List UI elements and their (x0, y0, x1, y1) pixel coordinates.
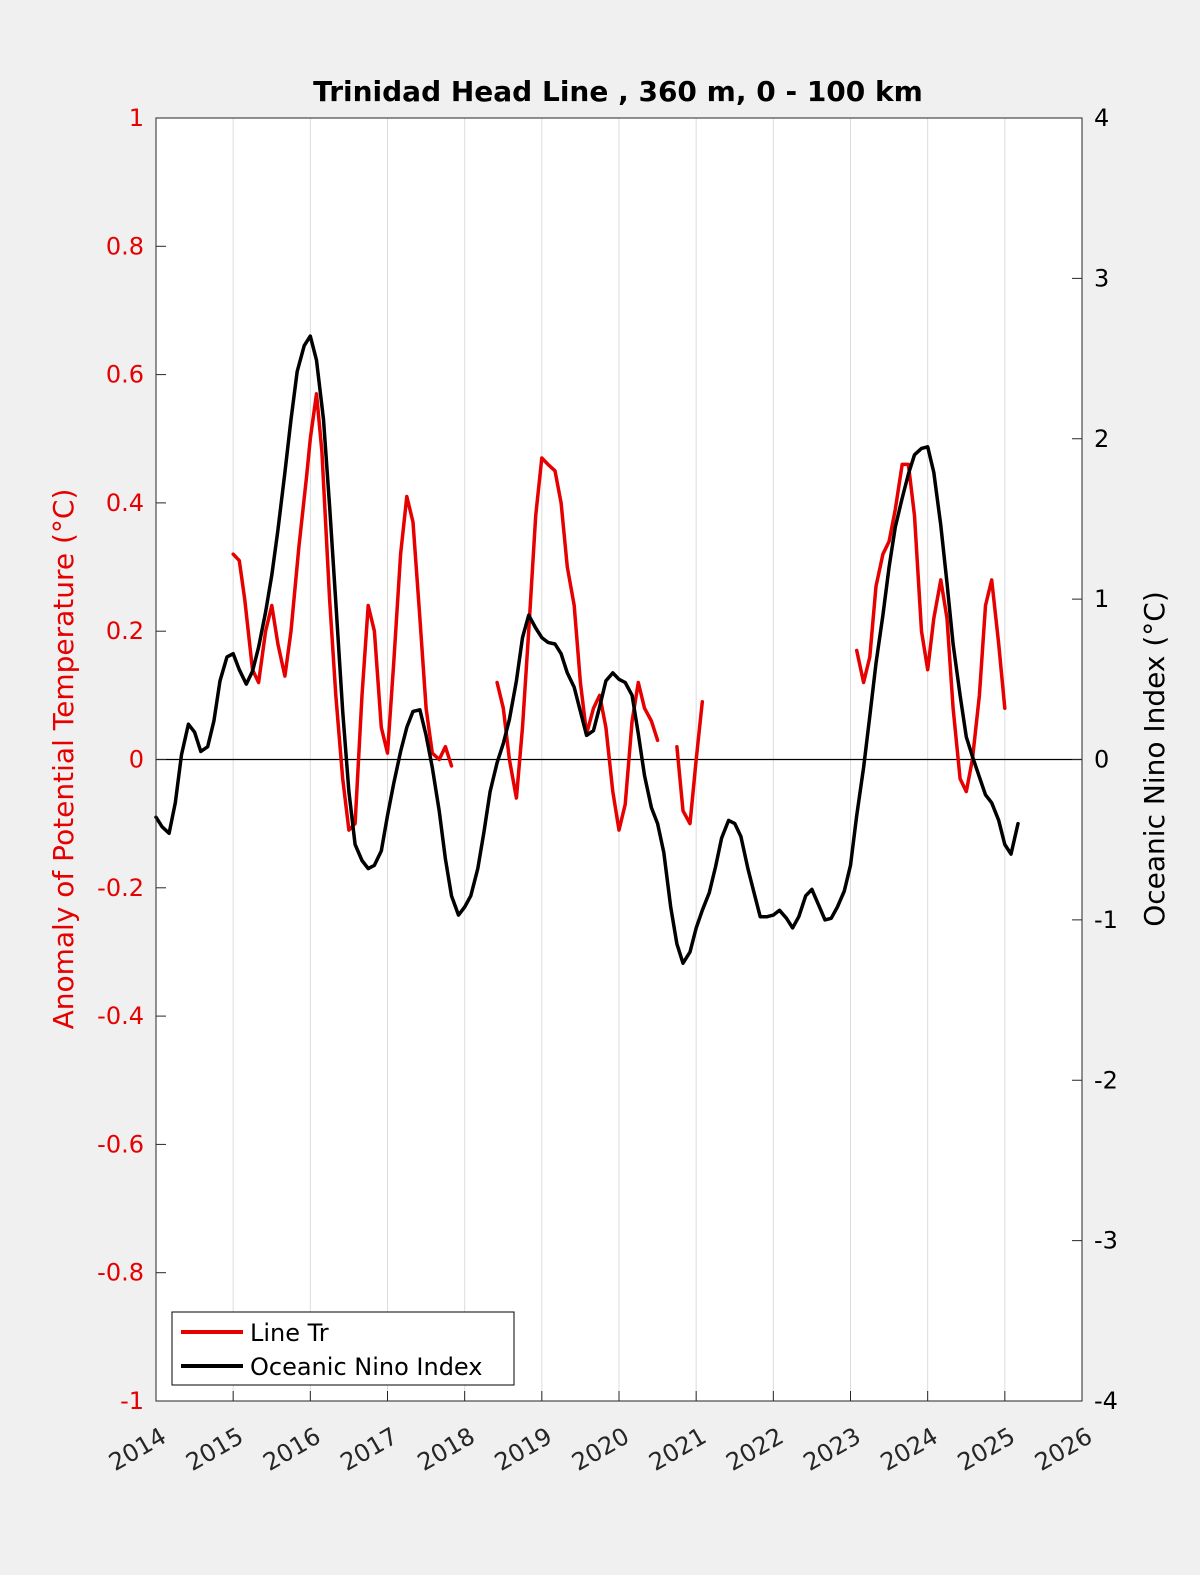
x-tick-label: 2015 (181, 1422, 248, 1477)
left-y-tick-label: 0.6 (106, 361, 144, 389)
left-y-tick-label: 0.2 (106, 617, 144, 645)
left-y-tick-label: -1 (120, 1387, 144, 1415)
right-y-tick-label: -2 (1094, 1066, 1118, 1094)
left-y-tick-label: 1 (129, 104, 144, 132)
x-tick-label: 2016 (258, 1422, 325, 1477)
left-y-axis-label: Anomaly of Potential Temperature (°C) (47, 489, 80, 1030)
x-axis: 2014 2015 2016 2017 2018 2019 2020 2021 2022 2023… (104, 1391, 1097, 1477)
x-tick-label: 2024 (876, 1422, 943, 1477)
right-y-axis-label: Oceanic Nino Index (°C) (1138, 591, 1171, 927)
left-y-tick-label: 0.8 (106, 232, 144, 260)
right-y-tick-label: -3 (1094, 1227, 1118, 1255)
legend-box (171, 1311, 515, 1386)
x-tick-label: 2019 (490, 1422, 557, 1477)
legend: Line Tr Oceanic Nino Index (171, 1311, 515, 1386)
left-y-tick-label: 0 (129, 746, 144, 774)
left-y-tick-label: 0.4 (106, 489, 144, 517)
right-y-tick-label: -4 (1094, 1387, 1118, 1415)
right-y-tick-label: 4 (1094, 104, 1109, 132)
series-lines (154, 334, 1020, 965)
right-y-tick-label: 2 (1094, 425, 1109, 453)
left-y-axis: 1 0.8 0.6 0.4 0.2 0 -0.2 -0.4 -0.6 -0.8 -1 (97, 104, 166, 1415)
right-y-tick-label: 0 (1094, 746, 1109, 774)
left-y-tick-label: -0.4 (97, 1002, 144, 1030)
left-y-tick-label: -0.8 (97, 1259, 144, 1287)
x-tick-label: 2014 (104, 1422, 171, 1477)
left-y-tick-label: -0.2 (97, 874, 144, 902)
legend-label-oni: Oceanic Nino Index (250, 1353, 482, 1381)
right-y-tick-label: 3 (1094, 264, 1109, 292)
right-y-tick-label: -1 (1094, 906, 1118, 934)
x-tick-label: 2020 (567, 1422, 634, 1477)
series-line-line-tr (495, 456, 660, 832)
x-tick-label: 2017 (336, 1422, 403, 1477)
series-line-line-tr (231, 392, 454, 832)
series-line-line-tr (854, 462, 1007, 794)
x-tick-label: 2022 (721, 1422, 788, 1477)
x-tick-label: 2025 (953, 1422, 1020, 1477)
x-tick-label: 2021 (644, 1422, 711, 1477)
x-tick-label: 2018 (413, 1422, 480, 1477)
right-y-tick-label: 1 (1094, 585, 1109, 613)
right-y-axis: 4 3 2 1 0 -1 -2 -3 -4 (1072, 104, 1118, 1415)
legend-label-line-tr: Line Tr (250, 1319, 329, 1347)
left-y-tick-label: -0.6 (97, 1130, 144, 1158)
series-line-oceanic-nino-index (154, 334, 1020, 965)
series-line-line-tr (675, 700, 705, 826)
x-tick-label: 2026 (1030, 1422, 1097, 1477)
chart-title: Trinidad Head Line , 360 m, 0 - 100 km (313, 75, 923, 108)
x-tick-label: 2023 (799, 1422, 866, 1477)
